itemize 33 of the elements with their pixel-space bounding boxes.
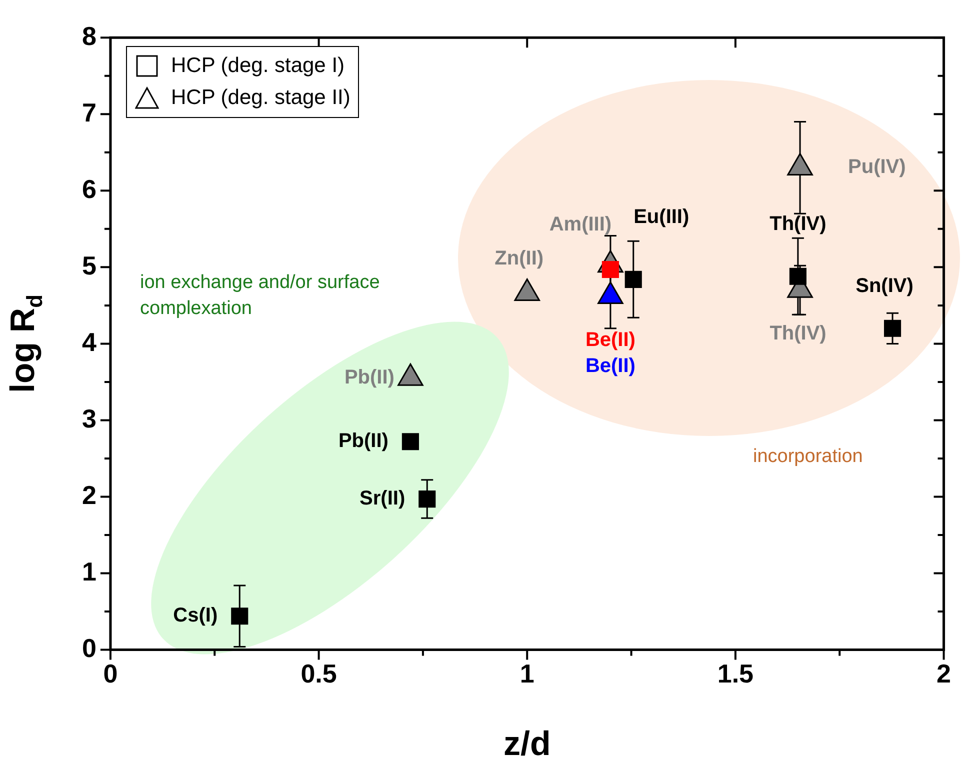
annotation: ion exchange and/or surface complexation: [140, 271, 381, 321]
x-tick-label: 1: [520, 658, 534, 689]
y-tick-label: 7: [82, 97, 96, 128]
y-tick-label: 3: [82, 403, 96, 434]
annotation: Zn(II): [494, 248, 544, 270]
legend-label: HCP (deg. stage I): [171, 54, 345, 78]
y-tick-label: 4: [82, 326, 97, 357]
x-axis-title: z/d: [504, 725, 551, 763]
x-tick-label: 0.5: [300, 658, 337, 689]
y-tick-label: 8: [82, 20, 96, 51]
y-tick-label: 1: [82, 556, 96, 586]
annotation: Th(IV): [770, 212, 826, 235]
annotation: Pb(II): [338, 430, 388, 452]
annotation: Eu(III): [634, 206, 690, 228]
y-tick-label: 5: [82, 250, 96, 280]
y-tick-label: 6: [82, 174, 96, 204]
annotation: Am(III): [549, 213, 612, 236]
y-axis-title: log Rd: [4, 294, 47, 393]
annotation: Th(IV): [770, 322, 826, 345]
annotation: Pu(IV): [848, 156, 906, 178]
annotation: incorporation: [753, 446, 863, 468]
x-tick-label: 0: [103, 658, 118, 689]
annotation: Be(II): [585, 354, 636, 377]
y-tick-label: 2: [82, 480, 96, 510]
annotation: Be(II): [585, 328, 636, 351]
x-tick-label: 2: [936, 658, 952, 689]
annotation: Sn(IV): [856, 274, 914, 297]
annotation: Sr(II): [360, 488, 406, 510]
x-tick-label: 1.5: [717, 658, 754, 689]
annotation: Cs(I): [173, 604, 218, 627]
legend-label: HCP (deg. stage II): [171, 86, 350, 110]
annotation: Pb(II): [344, 366, 394, 389]
y-tick-label: 0: [82, 632, 96, 663]
